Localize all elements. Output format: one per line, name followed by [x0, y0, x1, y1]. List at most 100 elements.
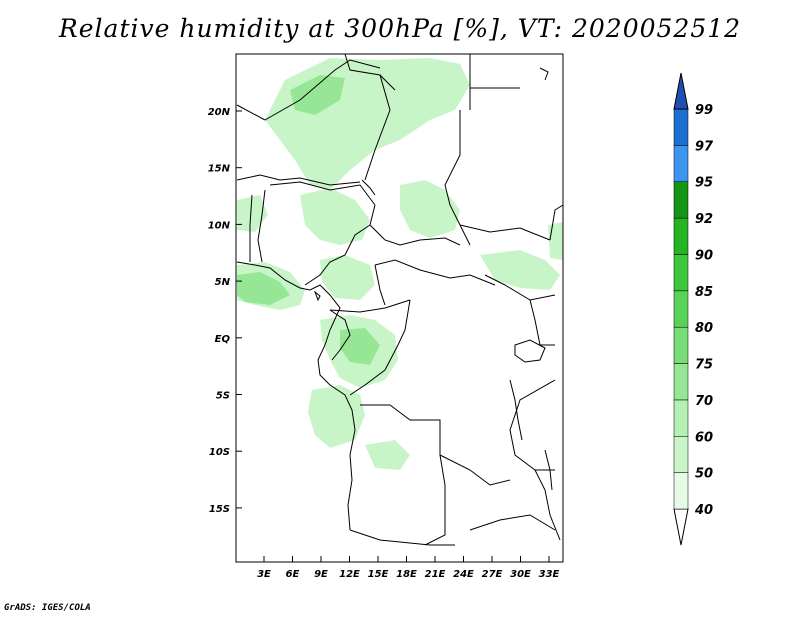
colorbar-label: 97	[695, 139, 714, 154]
grads-credit: GrADS: IGES/COLA	[4, 603, 91, 613]
colorbar-upper-extension	[673, 72, 689, 110]
border-car-drc	[374, 259, 496, 286]
colorbar-bin	[673, 472, 689, 510]
humidity-shading	[237, 58, 563, 470]
colorbar-label: 70	[695, 394, 713, 409]
colorbar-bin	[673, 436, 689, 473]
border-chad-car	[369, 224, 461, 246]
lon-label: 30E	[510, 569, 531, 580]
humidity-nigeria	[300, 188, 370, 245]
colorbar-lower-extension	[673, 508, 689, 546]
colorbar-bin	[673, 399, 689, 437]
coast-lake-tanganyika	[509, 379, 523, 441]
border-algeria-niger	[264, 59, 381, 121]
humidity-westcoast-core	[237, 272, 290, 305]
humidity-gabon-core	[340, 328, 380, 365]
humidity-angola	[308, 385, 365, 448]
humidity-south	[365, 440, 410, 470]
map-frame	[235, 53, 564, 563]
colorbar-bin	[673, 217, 689, 255]
colorbar-label: 80	[695, 321, 713, 336]
lon-label: 3E	[257, 569, 271, 580]
border-libya-chad	[364, 74, 391, 181]
border-zimbabwe	[469, 514, 556, 531]
border-niger-nigeria	[269, 181, 376, 206]
colorbar-label: 85	[695, 285, 713, 300]
lon-label: 12E	[339, 569, 360, 580]
coast-lake-malawi	[544, 449, 553, 491]
border-sudan-ssudan	[459, 224, 551, 241]
border-benin	[257, 189, 266, 263]
lat-label: 10S	[209, 447, 230, 458]
border-togo	[249, 194, 253, 262]
country-borders	[236, 53, 564, 546]
border-angola-zambia	[424, 454, 446, 546]
lat-label: 20N	[208, 107, 231, 118]
humidity-north	[265, 58, 470, 190]
coast-red-sea	[539, 67, 549, 81]
colorbar-label: 95	[695, 176, 713, 191]
border-chad-sudan	[444, 110, 471, 246]
lat-label: 15N	[208, 164, 231, 175]
border-mozambique	[534, 469, 561, 541]
lon-label: 24E	[453, 569, 474, 580]
coast-lake-chad	[361, 179, 376, 196]
longitude-axis: 3E 6E 9E 12E 15E 18E 21E 24E 27E 30E 33E	[257, 556, 560, 580]
border-libya-niger	[344, 53, 396, 91]
border-angola-namibia	[349, 529, 455, 546]
border-mali-niger	[236, 174, 361, 186]
lat-label: EQ	[215, 334, 231, 345]
lon-label: 18E	[396, 569, 417, 580]
colorbar-label: 60	[695, 430, 713, 445]
lon-label: 9E	[314, 569, 328, 580]
lat-label: 5N	[215, 277, 231, 288]
humidity-cameroon	[320, 255, 375, 300]
colorbar-bin	[673, 254, 689, 292]
lat-label: 15S	[209, 504, 230, 515]
latitude-axis: 20N 15N 10N 5N EQ 5S 10S 15S	[208, 107, 242, 515]
lon-label: 27E	[482, 569, 503, 580]
lat-label: 5S	[216, 391, 230, 402]
lat-label: 10N	[208, 220, 231, 231]
colorbar-bin	[673, 181, 689, 219]
border-ssudan-drc	[484, 274, 556, 301]
border-uganda-kenya	[529, 299, 555, 346]
colorbar-bin	[673, 108, 689, 146]
colorbar: 40 50 60 70 75 80 85 90 92 95 97 99	[673, 72, 714, 546]
coast-west-africa	[236, 261, 356, 531]
lon-label: 6E	[286, 569, 300, 580]
lon-label: 15E	[368, 569, 389, 580]
humidity-west-edge	[237, 195, 268, 232]
border-cameroon-car	[374, 264, 386, 306]
colorbar-bin	[673, 145, 689, 182]
lon-label: 21E	[425, 569, 446, 580]
coast-bioko	[313, 290, 321, 302]
colorbar-label: 90	[695, 248, 713, 263]
colorbar-label: 75	[695, 358, 713, 373]
humidity-north-core	[290, 75, 345, 115]
coast-lake-victoria	[514, 339, 546, 363]
border-gabon	[329, 309, 351, 361]
humidity-east	[480, 250, 560, 290]
colorbar-bin	[673, 363, 689, 401]
coastlines	[236, 67, 553, 531]
border-cameroon-congo	[329, 299, 411, 313]
colorbar-label: 40	[694, 503, 713, 518]
border-ethiopia	[549, 204, 564, 241]
colorbar-bin	[673, 290, 689, 328]
chart-title: Relative humidity at 300hPa [%], VT: 202…	[58, 14, 742, 43]
humidity-ne-edge	[548, 222, 563, 260]
humidity-shading-strong	[237, 75, 380, 365]
border-tanzania	[509, 379, 556, 471]
border-congo-drc	[349, 299, 411, 396]
humidity-sudan	[400, 180, 460, 238]
lon-label: 33E	[539, 569, 560, 580]
colorbar-label: 92	[695, 212, 713, 227]
border-mauritania	[236, 104, 266, 121]
colorbar-label: 99	[695, 103, 713, 118]
border-zambia-drc	[439, 454, 511, 486]
colorbar-label: 50	[695, 467, 713, 482]
colorbar-bin	[673, 326, 689, 364]
border-drc-angola	[360, 404, 441, 455]
